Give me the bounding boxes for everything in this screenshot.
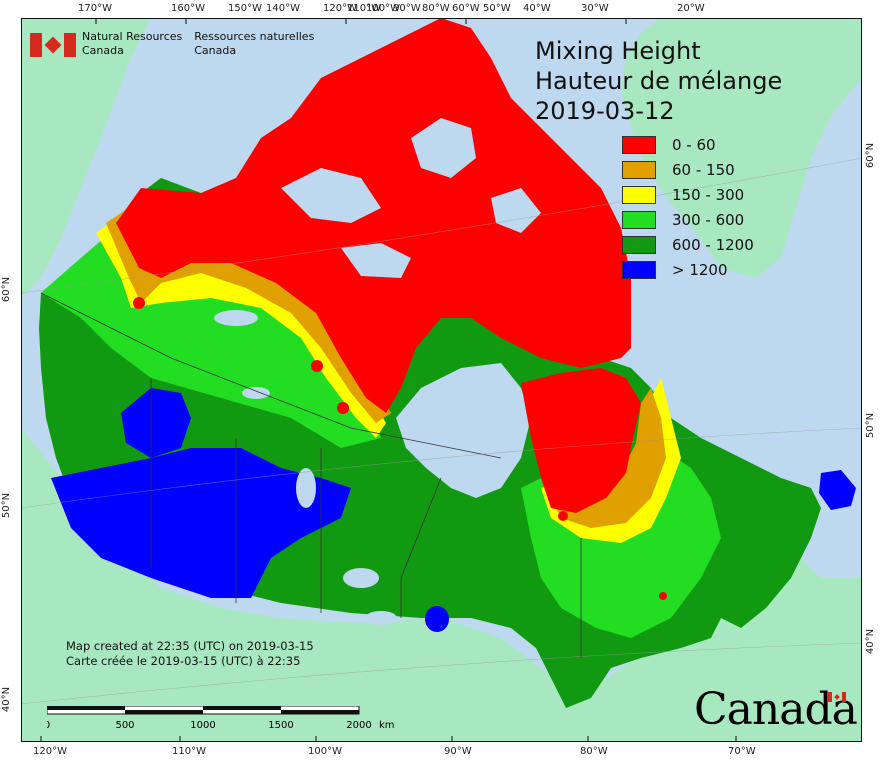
graticule-label: 150°W [228,3,262,14]
canada-flag-icon [30,33,76,57]
graticule-label: 50°N [1,492,13,519]
graticule-label: 50°N [865,412,877,439]
scale-tick-label: 1500 [268,720,293,731]
agency-french: Ressources naturelles Canada [194,30,314,58]
agency-en-line1: Natural Resources [82,30,183,43]
graticule-label: 40°N [1,686,13,713]
lake [343,568,379,588]
legend-item: 60 - 150 [622,157,754,182]
arctic-channel [341,243,411,278]
scale-tick-label: 1000 [190,720,215,731]
legend-item: > 1200 [622,257,754,282]
frame-border [21,18,862,742]
legend-label: 0 - 60 [672,135,716,154]
lake [242,387,270,399]
legend-label: 60 - 150 [672,160,735,179]
agency-signature: Natural Resources Canada Ressources natu… [30,30,314,58]
graticule-label: 160°W [171,3,205,14]
legend-swatch [622,185,656,204]
agency-english: Natural Resources Canada [82,30,182,58]
title-english: Mixing Height [535,37,701,65]
arctic-channel [411,118,476,178]
graticule-label: 80°W [580,746,608,757]
lake [365,611,397,625]
graticule-label: 80°W [422,3,450,14]
scale-unit: km [379,720,395,731]
hotspot [659,592,667,600]
wordmark-flag-icon [828,692,846,702]
zone-over-1200 [121,388,191,458]
legend-label: 150 - 300 [672,185,745,204]
graticule-label: 50°W [483,3,511,14]
graticule-label: 60°N [1,276,13,303]
scale-tick-label: 500 [115,720,134,731]
creation-note: Map created at 22:35 (UTC) on 2019-03-15… [66,639,314,669]
legend-label: 600 - 1200 [672,235,754,254]
agency-en-line2: Canada [82,44,124,57]
graticule-label: 140°W [266,3,300,14]
legend-label: > 1200 [672,260,728,279]
zone-over-1200 [51,448,351,598]
hotspot [311,360,323,372]
zone-over-1200 [425,606,449,632]
greenland [621,18,862,278]
graticule-label: 70°W [728,746,756,757]
legend-swatch [622,160,656,179]
legend-swatch [622,235,656,254]
graticule-label: 100°W [366,3,400,14]
graticule-label: 60°N [865,142,877,169]
creation-note-french: Carte créée le 2019-03-15 (UTC) à 22:35 [66,654,301,668]
hotspot [133,297,145,309]
graticule-lines [21,157,862,705]
agency-fr-line1: Ressources naturelles [194,30,315,43]
hotspot [558,511,568,521]
legend-swatch [622,210,656,229]
graticule-label: 40°N [865,628,877,655]
mixing-height-map [21,18,862,742]
arctic-channel [281,168,381,223]
lake [296,468,316,508]
map-title: Mixing Height Hauteur de mélange 2019-03… [535,36,782,126]
alaska [21,18,151,298]
lake [214,310,258,326]
hudson-bay [396,363,531,498]
graticule-label: 120°W [323,3,357,14]
graticule-label: 60°W [452,3,480,14]
scale-tick-label: 2000 [346,720,371,731]
title-date: 2019-03-12 [535,97,675,125]
legend-swatch [622,260,656,279]
graticule-label: 90°W [393,3,421,14]
scale-tick-label: 0 [47,720,50,731]
creation-note-english: Map created at 22:35 (UTC) on 2019-03-15 [66,639,314,653]
legend-item: 300 - 600 [622,207,754,232]
zone-over-1200 [819,470,856,510]
legend: 0 - 60 60 - 150 150 - 300 300 - 600 600 - 12… [622,132,754,282]
scale-bar: 0 500 1000 1500 2000 km [47,706,395,731]
graticule-label: 100°W [308,746,342,757]
agency-fr-line2: Canada [194,44,237,57]
graticule-label: 90°W [444,746,472,757]
graticule-label: 20°W [677,3,705,14]
provincial-boundaries [40,292,582,658]
zone-0-60 [521,368,641,513]
graticule-label: 170°W [78,3,112,14]
graticule-label: 110°W [347,3,381,14]
graticule-label: 110°W [172,746,206,757]
zone-0-60 [116,18,631,413]
legend-item: 150 - 300 [622,182,754,207]
legend-swatch [622,135,656,154]
hotspot [337,402,349,414]
graticule-label: 120°W [33,746,67,757]
legend-item: 600 - 1200 [622,232,754,257]
graticule-label: 30°W [581,3,609,14]
legend-item: 0 - 60 [622,132,754,157]
legend-label: 300 - 600 [672,210,745,229]
united-states [21,428,862,742]
graticule-label: 40°W [523,3,551,14]
title-french: Hauteur de mélange [535,67,783,95]
